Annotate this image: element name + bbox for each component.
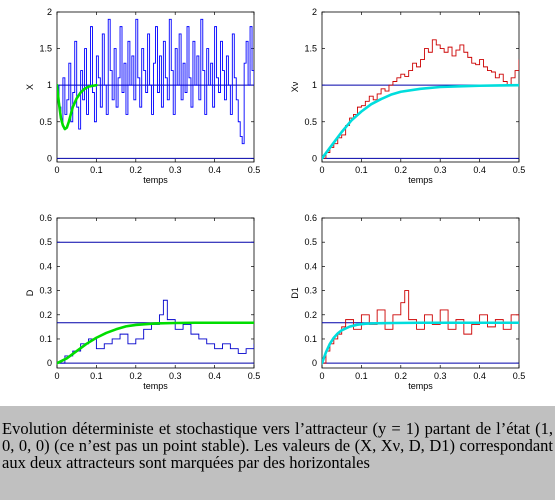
plot-frame bbox=[321, 217, 520, 369]
y-axis-label: D bbox=[25, 289, 35, 296]
x-tick-label: 0.4 bbox=[208, 165, 221, 175]
x-tick-label: 0.4 bbox=[208, 371, 221, 381]
x-axis-label: temps bbox=[143, 175, 168, 185]
deterministic-series bbox=[57, 83, 98, 131]
x-tick-label: 0 bbox=[319, 371, 324, 381]
y-tick-label: 0.2 bbox=[39, 310, 52, 320]
y-tick-label: 0.4 bbox=[304, 261, 317, 271]
x-tick-label: 0.3 bbox=[434, 371, 447, 381]
y-tick-label: 2 bbox=[312, 7, 317, 17]
x-tick-label: 0.5 bbox=[513, 371, 526, 381]
y-tick-label: 0.3 bbox=[304, 286, 317, 296]
x-tick-label: 0.4 bbox=[473, 371, 486, 381]
y-axis-label: D1 bbox=[290, 287, 300, 299]
figure-caption: Evolution déterministe et stochastique v… bbox=[2, 419, 553, 472]
y-tick-label: 0.2 bbox=[304, 310, 317, 320]
y-tick-label: 0.3 bbox=[39, 286, 52, 296]
y-tick-label: 0 bbox=[47, 358, 52, 368]
x-tick-label: 0.5 bbox=[248, 371, 261, 381]
figure-svg: 0 0.1 0.2 0.3 0.4 0.5 0 0.5 1 1.5 2 temps X 0 0.1 0.2 0.… bbox=[25, 7, 525, 391]
y-tick-label: 0 bbox=[312, 358, 317, 368]
deterministic-series bbox=[57, 321, 254, 365]
y-tick-label: 2 bbox=[47, 7, 52, 17]
x-tick-label: 0.3 bbox=[169, 165, 182, 175]
y-tick-label: 0 bbox=[312, 153, 317, 163]
y-tick-label: 1.5 bbox=[304, 44, 317, 54]
x-tick-label: 0.2 bbox=[395, 165, 408, 175]
chart-top-right: 0 0.1 0.2 0.3 0.4 0.5 0 0.5 1 1.5 2 temps Xν bbox=[290, 7, 525, 185]
y-tick-label: 0.6 bbox=[304, 213, 317, 223]
y-tick-label: 1 bbox=[312, 80, 317, 90]
y-axis-label: Xν bbox=[290, 81, 300, 92]
y-tick-label: 1 bbox=[47, 80, 52, 90]
x-tick-label: 0.1 bbox=[355, 165, 368, 175]
x-tick-label: 0.4 bbox=[473, 165, 486, 175]
x-tick-label: 0.2 bbox=[395, 371, 408, 381]
chart-bottom-left: 0 0.1 0.2 0.3 0.4 0.5 0 0.1 0.2 0.3 0.4 0.5 0.6 temps… bbox=[25, 213, 260, 391]
x-axis-label: temps bbox=[408, 175, 433, 185]
x-tick-label: 0.5 bbox=[513, 165, 526, 175]
y-tick-label: 0.5 bbox=[304, 237, 317, 247]
y-axis-label: X bbox=[25, 84, 35, 90]
x-axis-label: temps bbox=[408, 381, 433, 391]
plot-frame bbox=[56, 217, 255, 369]
y-tick-label: 0.4 bbox=[39, 261, 52, 271]
y-tick-label: 0.1 bbox=[39, 334, 52, 344]
x-tick-label: 0 bbox=[319, 165, 324, 175]
deterministic-series bbox=[322, 321, 519, 365]
x-axis-label: temps bbox=[143, 381, 168, 391]
x-tick-label: 0.3 bbox=[434, 165, 447, 175]
stochastic-series bbox=[322, 39, 519, 159]
x-tick-label: 0.1 bbox=[90, 371, 103, 381]
deterministic-series bbox=[322, 83, 519, 160]
x-tick-label: 0.3 bbox=[169, 371, 182, 381]
x-tick-label: 0.2 bbox=[130, 165, 143, 175]
x-tick-label: 0.1 bbox=[90, 165, 103, 175]
y-tick-label: 0.6 bbox=[39, 213, 52, 223]
plot-frame bbox=[321, 11, 520, 163]
y-tick-label: 1.5 bbox=[39, 44, 52, 54]
y-tick-label: 0 bbox=[47, 153, 52, 163]
chart-bottom-right: 0 0.1 0.2 0.3 0.4 0.5 0 0.1 0.2 0.3 0.4 0.5 0.6 temps… bbox=[290, 213, 525, 391]
y-tick-label: 0.5 bbox=[304, 117, 317, 127]
x-tick-label: 0 bbox=[54, 371, 59, 381]
x-tick-label: 0.2 bbox=[130, 371, 143, 381]
y-tick-label: 0.5 bbox=[39, 237, 52, 247]
x-tick-label: 0 bbox=[54, 165, 59, 175]
chart-top-left: 0 0.1 0.2 0.3 0.4 0.5 0 0.5 1 1.5 2 temps X bbox=[25, 7, 260, 185]
figure-panel: 0 0.1 0.2 0.3 0.4 0.5 0 0.5 1 1.5 2 temps X 0 0.1 0.2 0.… bbox=[0, 0, 555, 406]
y-tick-label: 0.1 bbox=[304, 334, 317, 344]
x-tick-label: 0.1 bbox=[355, 371, 368, 381]
stochastic-series bbox=[57, 18, 254, 145]
x-tick-label: 0.5 bbox=[248, 165, 261, 175]
y-tick-label: 0.5 bbox=[39, 117, 52, 127]
